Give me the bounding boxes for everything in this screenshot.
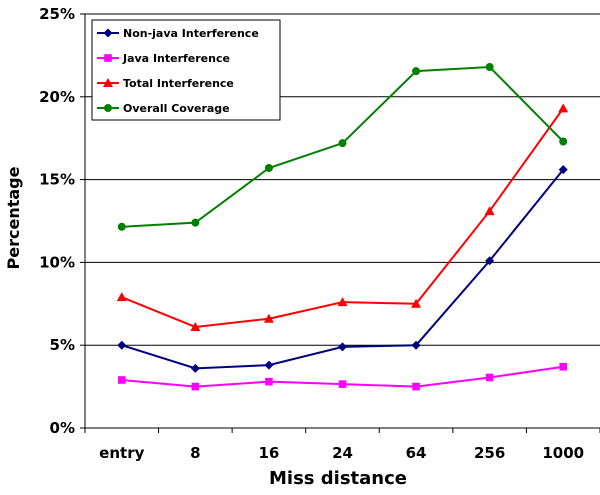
data-point [411,340,421,350]
y-tick-label: 15% [39,171,75,189]
data-point [338,139,347,148]
data-point [116,292,127,302]
data-point [411,298,422,308]
legend-box [91,19,281,121]
data-point [558,165,568,175]
y-axis-label: Percentage [4,166,23,269]
x-tick-label: 1000 [542,444,584,462]
data-point [485,373,494,382]
data-point [485,62,494,71]
data-point [190,363,200,373]
x-tick-label: 64 [406,444,427,462]
data-point [117,222,126,231]
legend-item: Total Interference [97,77,234,90]
data-point [190,321,201,331]
data-point [412,67,421,76]
data-point [559,137,568,146]
data-point [484,206,495,216]
x-tick-label: 24 [332,444,353,462]
data-point [412,382,420,391]
x-tick-label: 16 [258,444,279,462]
axes: 0% 5% 10% 15% 20% 25% entry 8 16 24 64 256 1000 [39,5,600,462]
data-point [338,342,347,352]
data-point [117,376,126,384]
data-point [264,360,274,370]
legend-item: Overall Coverage [97,102,230,115]
legend-label: Overall Coverage [123,102,230,115]
x-tick-label: entry [99,444,144,462]
x-tick-label: 8 [190,444,200,462]
x-tick-label: 256 [474,444,505,462]
data-point [104,54,112,62]
data-point [338,380,347,388]
data-point [191,218,200,227]
legend-label: Total Interference [123,77,234,90]
legend-item: Java Interference [97,52,230,65]
data-point [103,28,113,38]
data-point [265,377,273,386]
data-point [104,104,112,112]
y-tick-label: 20% [39,88,75,106]
legend-label: Non-java Interference [123,27,259,40]
legend: Non-java Interference Java Interference To… [91,19,281,121]
series [116,103,569,331]
y-tick-label: 25% [39,5,75,23]
data-point [337,297,348,307]
data-point [263,313,274,323]
data-point [558,103,569,113]
x-axis-label: Miss distance [269,468,407,489]
series [117,62,568,231]
data-point [485,256,495,266]
y-tick-label: 10% [39,253,75,271]
legend-label: Java Interference [122,52,230,65]
y-tick-label: 0% [50,419,75,437]
y-tick-label: 5% [50,336,75,354]
data-point [264,164,273,173]
series [117,165,568,373]
series [117,362,568,391]
data-point [559,362,568,371]
data-point [191,382,200,391]
data-point [117,340,127,350]
series-layer [116,62,569,391]
legend-item: Non-java Interference [97,27,259,40]
data-point [103,78,113,87]
